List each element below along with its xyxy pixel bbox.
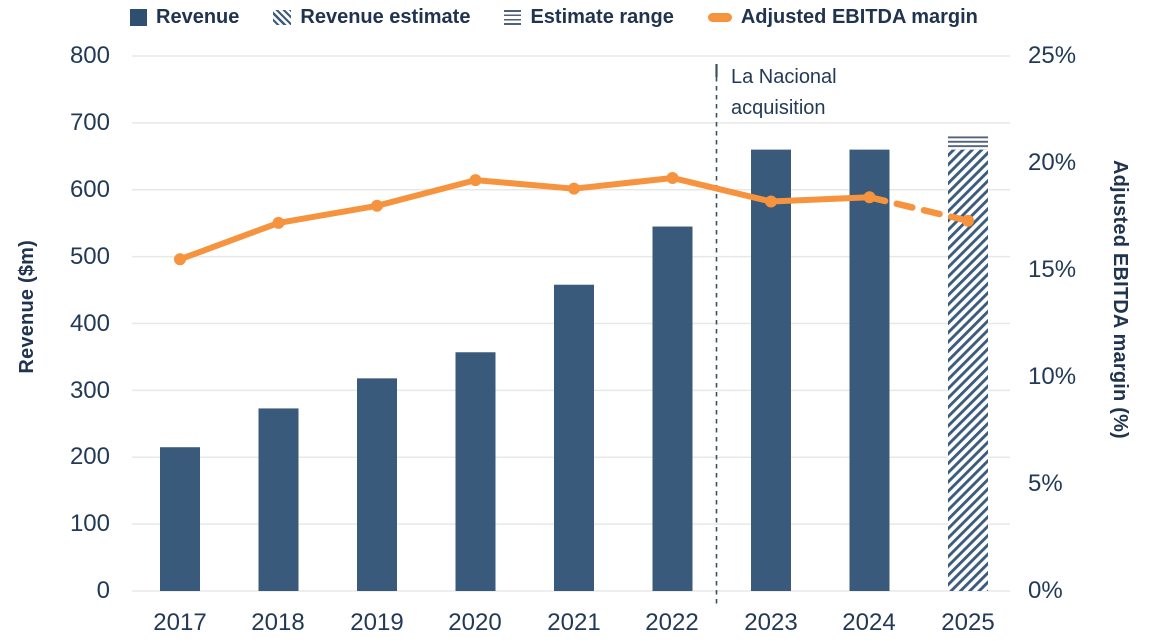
ebitda-marker-2019 <box>371 199 383 212</box>
ebitda-marker-2024 <box>863 191 876 204</box>
ebitda-margin-swatch-icon <box>707 13 732 22</box>
y-left-tick: 200 <box>69 443 110 470</box>
x-axis-label: 2020 <box>448 609 502 636</box>
revenue-bar-2019 <box>357 378 397 591</box>
ebitda-marker-2018 <box>272 216 285 229</box>
y-right-tick: 15% <box>1028 256 1077 283</box>
legend-item-revenue: Revenue <box>130 6 239 29</box>
ebitda-marker-2017 <box>174 253 186 266</box>
ebitda-marker-2020 <box>469 174 482 187</box>
y-left-tick: 800 <box>69 42 110 69</box>
revenue-bar-2018 <box>258 408 299 591</box>
annotation-line-1: La Nacional <box>731 66 837 88</box>
revenue-bar-2022 <box>652 226 693 591</box>
x-axis-label: 2022 <box>645 609 699 636</box>
legend-label: Adjusted EBITDA margin <box>740 6 978 28</box>
ebitda-margin-line <box>177 174 873 263</box>
x-axis-label: 2024 <box>842 609 896 636</box>
ebitda-marker-2021 <box>568 182 580 195</box>
y-left-tick: 100 <box>69 510 110 537</box>
acquisition-annotation: La Nacional acquisition <box>731 62 837 124</box>
x-axis-label: 2023 <box>744 609 798 636</box>
chart-legend: Revenue Revenue estimate Estimate range … <box>130 6 978 29</box>
x-axis-label: 2019 <box>350 609 404 636</box>
y-right-tick: 10% <box>1028 363 1077 390</box>
legend-item-revenue-estimate: Revenue estimate <box>273 6 470 29</box>
x-axis-label: 2018 <box>251 609 305 636</box>
estimate-range-swatch-icon <box>504 10 522 25</box>
x-axis-label: 2025 <box>941 609 995 636</box>
legend-label: Revenue <box>156 6 240 28</box>
estimate-range-2025 <box>948 136 988 150</box>
ebitda-marker-2023 <box>765 195 777 208</box>
y-left-tick: 400 <box>69 310 110 337</box>
annotation-line-2: acquisition <box>731 97 826 119</box>
y-left-tick: 700 <box>69 109 110 136</box>
revenue-bar-2020 <box>455 352 496 591</box>
y-left-axis-title: Revenue ($m) <box>16 240 38 374</box>
revenue-bar-2017 <box>160 447 200 591</box>
legend-label: Revenue estimate <box>300 6 471 28</box>
revenue-swatch-icon <box>130 9 147 26</box>
y-right-tick: 20% <box>1028 149 1077 176</box>
y-left-tick: 600 <box>69 176 110 203</box>
y-right-tick: 0% <box>1028 577 1063 604</box>
y-right-axis-title: Adjusted EBITDA margin (%) <box>1109 160 1131 439</box>
y-right-tick: 5% <box>1028 470 1063 497</box>
y-right-tick: 25% <box>1028 42 1077 69</box>
revenue-bar-2021 <box>554 284 594 591</box>
x-axis-label: 2021 <box>547 609 601 636</box>
ebitda-marker-2025 <box>962 214 974 227</box>
legend-item-ebitda-margin: Adjusted EBITDA margin <box>707 6 978 29</box>
revenue-bar-2023 <box>751 149 791 591</box>
y-left-tick: 0 <box>96 577 110 604</box>
revenue-estimate-swatch-icon <box>273 10 292 25</box>
y-left-tick: 500 <box>69 243 110 270</box>
legend-item-estimate-range: Estimate range <box>504 6 674 29</box>
legend-label: Estimate range <box>530 6 674 28</box>
x-axis-label: 2017 <box>153 609 207 636</box>
ebitda-margin-line-forecast <box>866 193 972 225</box>
y-left-tick: 300 <box>69 377 110 404</box>
revenue-bar-2024 <box>849 149 890 591</box>
ebitda-marker-2022 <box>666 171 679 184</box>
